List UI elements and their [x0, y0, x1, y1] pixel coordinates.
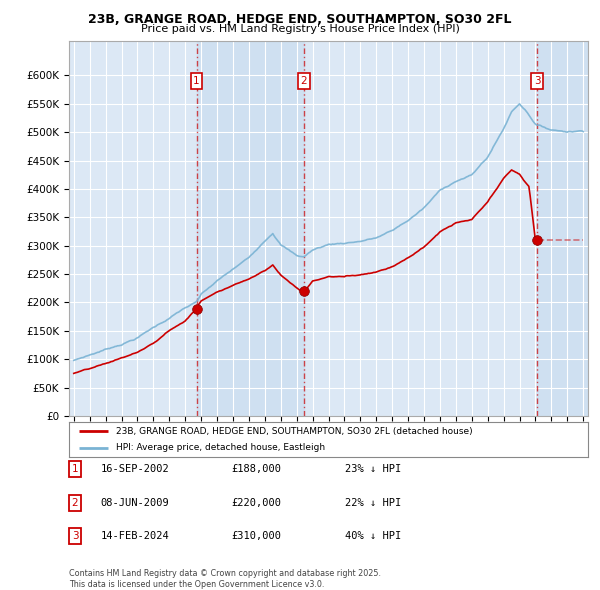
Text: 23B, GRANGE ROAD, HEDGE END, SOUTHAMPTON, SO30 2FL (detached house): 23B, GRANGE ROAD, HEDGE END, SOUTHAMPTON… — [116, 427, 472, 436]
Text: 3: 3 — [534, 76, 541, 86]
Text: £220,000: £220,000 — [231, 498, 281, 507]
Text: Price paid vs. HM Land Registry's House Price Index (HPI): Price paid vs. HM Land Registry's House … — [140, 24, 460, 34]
Bar — [197, 41, 304, 416]
Text: £310,000: £310,000 — [231, 532, 281, 541]
Bar — [538, 41, 588, 416]
Text: HPI: Average price, detached house, Eastleigh: HPI: Average price, detached house, East… — [116, 443, 325, 452]
Text: 16-SEP-2002: 16-SEP-2002 — [101, 464, 170, 474]
Text: 23% ↓ HPI: 23% ↓ HPI — [345, 464, 401, 474]
Text: 1: 1 — [71, 464, 79, 474]
Text: Contains HM Land Registry data © Crown copyright and database right 2025.
This d: Contains HM Land Registry data © Crown c… — [69, 569, 381, 589]
Text: 2: 2 — [301, 76, 307, 86]
Text: 2: 2 — [71, 498, 79, 507]
Text: 08-JUN-2009: 08-JUN-2009 — [101, 498, 170, 507]
Text: 14-FEB-2024: 14-FEB-2024 — [101, 532, 170, 541]
Text: £188,000: £188,000 — [231, 464, 281, 474]
Text: 22% ↓ HPI: 22% ↓ HPI — [345, 498, 401, 507]
Text: 40% ↓ HPI: 40% ↓ HPI — [345, 532, 401, 541]
Text: 1: 1 — [193, 76, 200, 86]
Text: 3: 3 — [71, 532, 79, 541]
Text: 23B, GRANGE ROAD, HEDGE END, SOUTHAMPTON, SO30 2FL: 23B, GRANGE ROAD, HEDGE END, SOUTHAMPTON… — [88, 13, 512, 26]
